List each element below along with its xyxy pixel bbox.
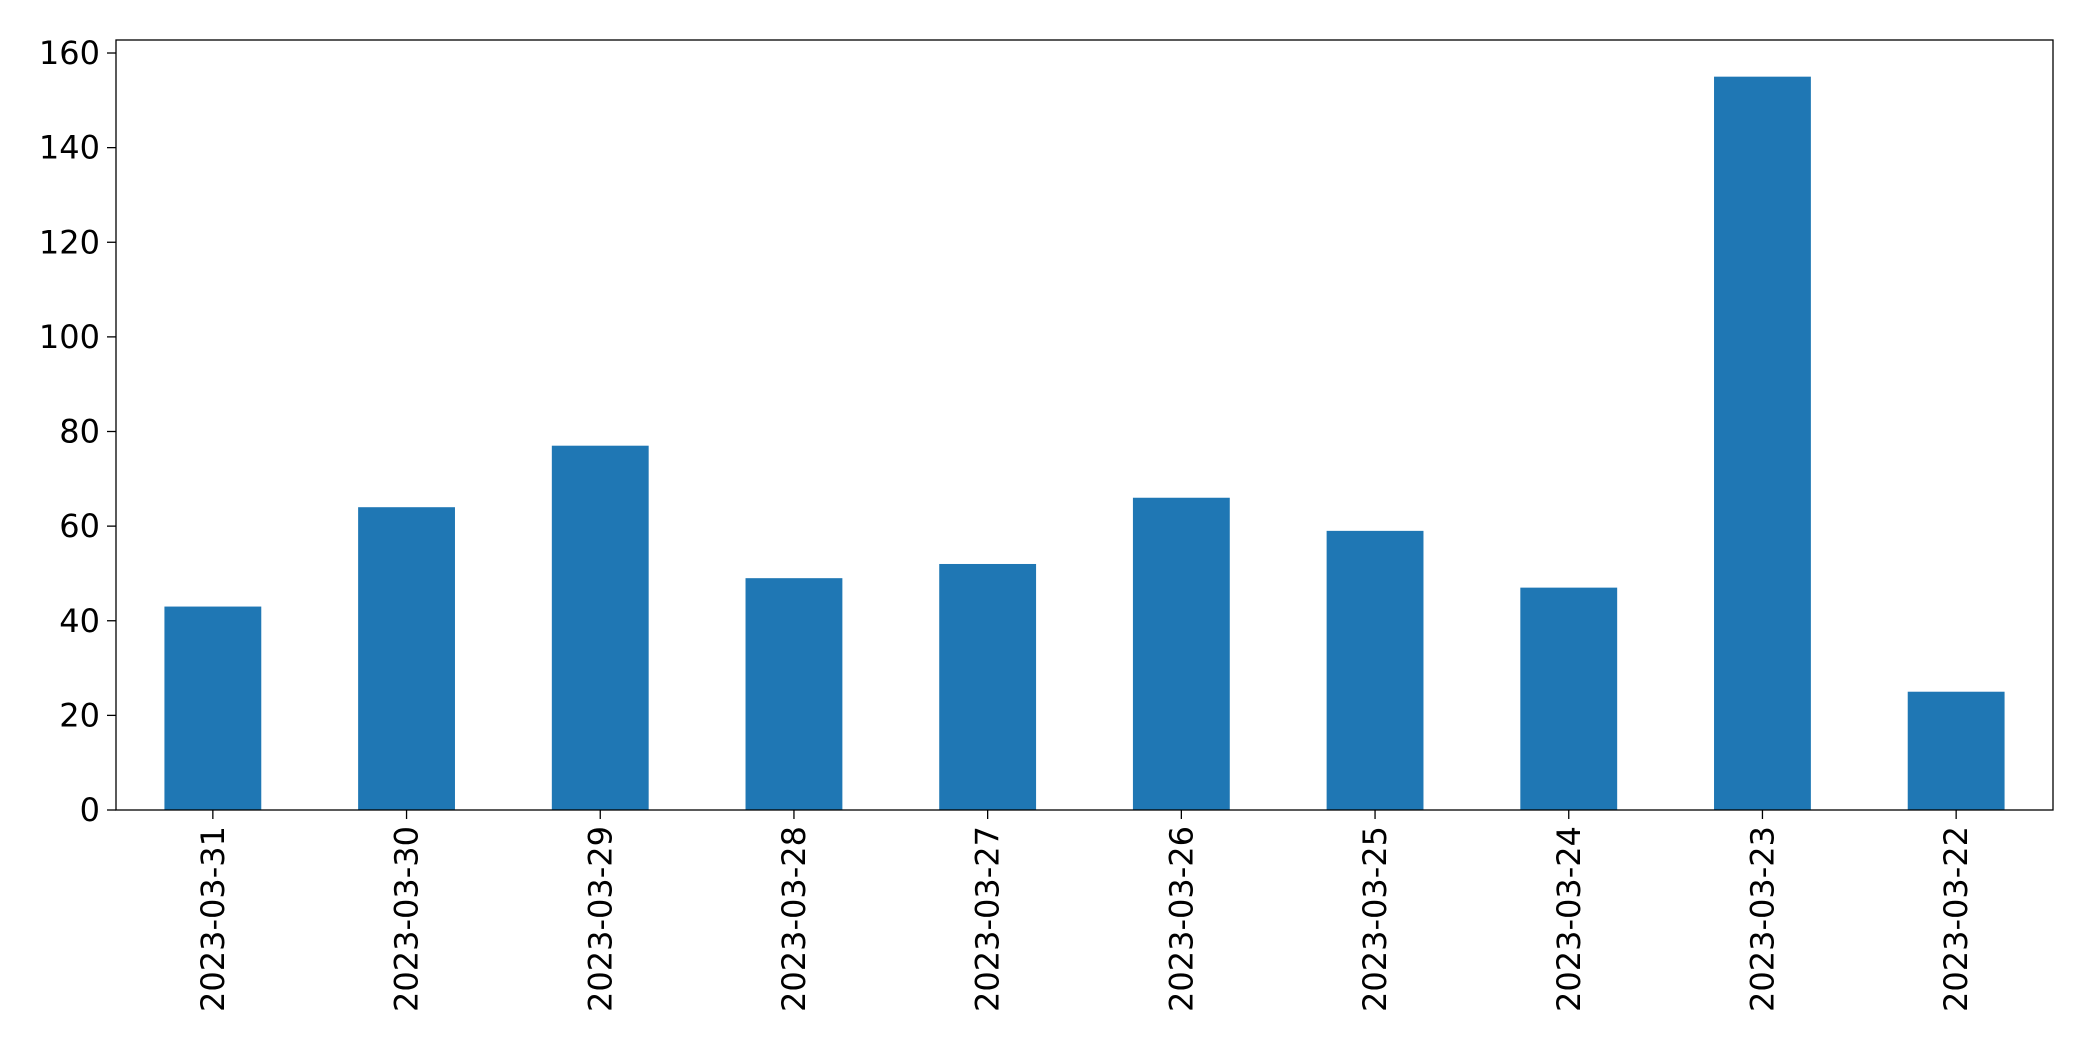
bar bbox=[358, 507, 455, 810]
bar bbox=[1907, 691, 2005, 810]
y-tick-label: 60 bbox=[59, 507, 100, 545]
y-tick-label: 0 bbox=[80, 791, 100, 829]
bar bbox=[1326, 530, 1424, 810]
x-tick-label: 2023-03-27 bbox=[969, 826, 1007, 1012]
x-tick-label: 2023-03-23 bbox=[1743, 826, 1781, 1012]
y-tick-label: 140 bbox=[39, 129, 100, 167]
x-tick-label: 2023-03-26 bbox=[1162, 826, 1200, 1012]
x-tick-label: 2023-03-28 bbox=[775, 826, 813, 1012]
bar bbox=[551, 445, 649, 810]
bar bbox=[1520, 587, 1618, 810]
x-tick-label: 2023-03-30 bbox=[388, 826, 426, 1012]
x-tick-label: 2023-03-24 bbox=[1550, 826, 1588, 1012]
y-tick-label: 100 bbox=[39, 318, 100, 356]
x-tick-label: 2023-03-31 bbox=[194, 826, 232, 1012]
bar bbox=[1132, 497, 1230, 810]
bar bbox=[164, 606, 262, 810]
x-tick-label: 2023-03-22 bbox=[1937, 826, 1975, 1012]
plot-frame bbox=[115, 39, 2054, 811]
y-tick-label: 160 bbox=[39, 34, 100, 72]
bar bbox=[939, 563, 1037, 810]
y-tick-label: 80 bbox=[59, 413, 100, 451]
y-tick-label: 120 bbox=[39, 223, 100, 261]
bar bbox=[1714, 76, 1811, 810]
y-tick-label: 40 bbox=[59, 602, 100, 640]
bar bbox=[745, 578, 843, 810]
x-tick-label: 2023-03-29 bbox=[581, 826, 619, 1012]
x-tick-label: 2023-03-25 bbox=[1356, 826, 1394, 1012]
y-tick-label: 20 bbox=[59, 696, 100, 734]
